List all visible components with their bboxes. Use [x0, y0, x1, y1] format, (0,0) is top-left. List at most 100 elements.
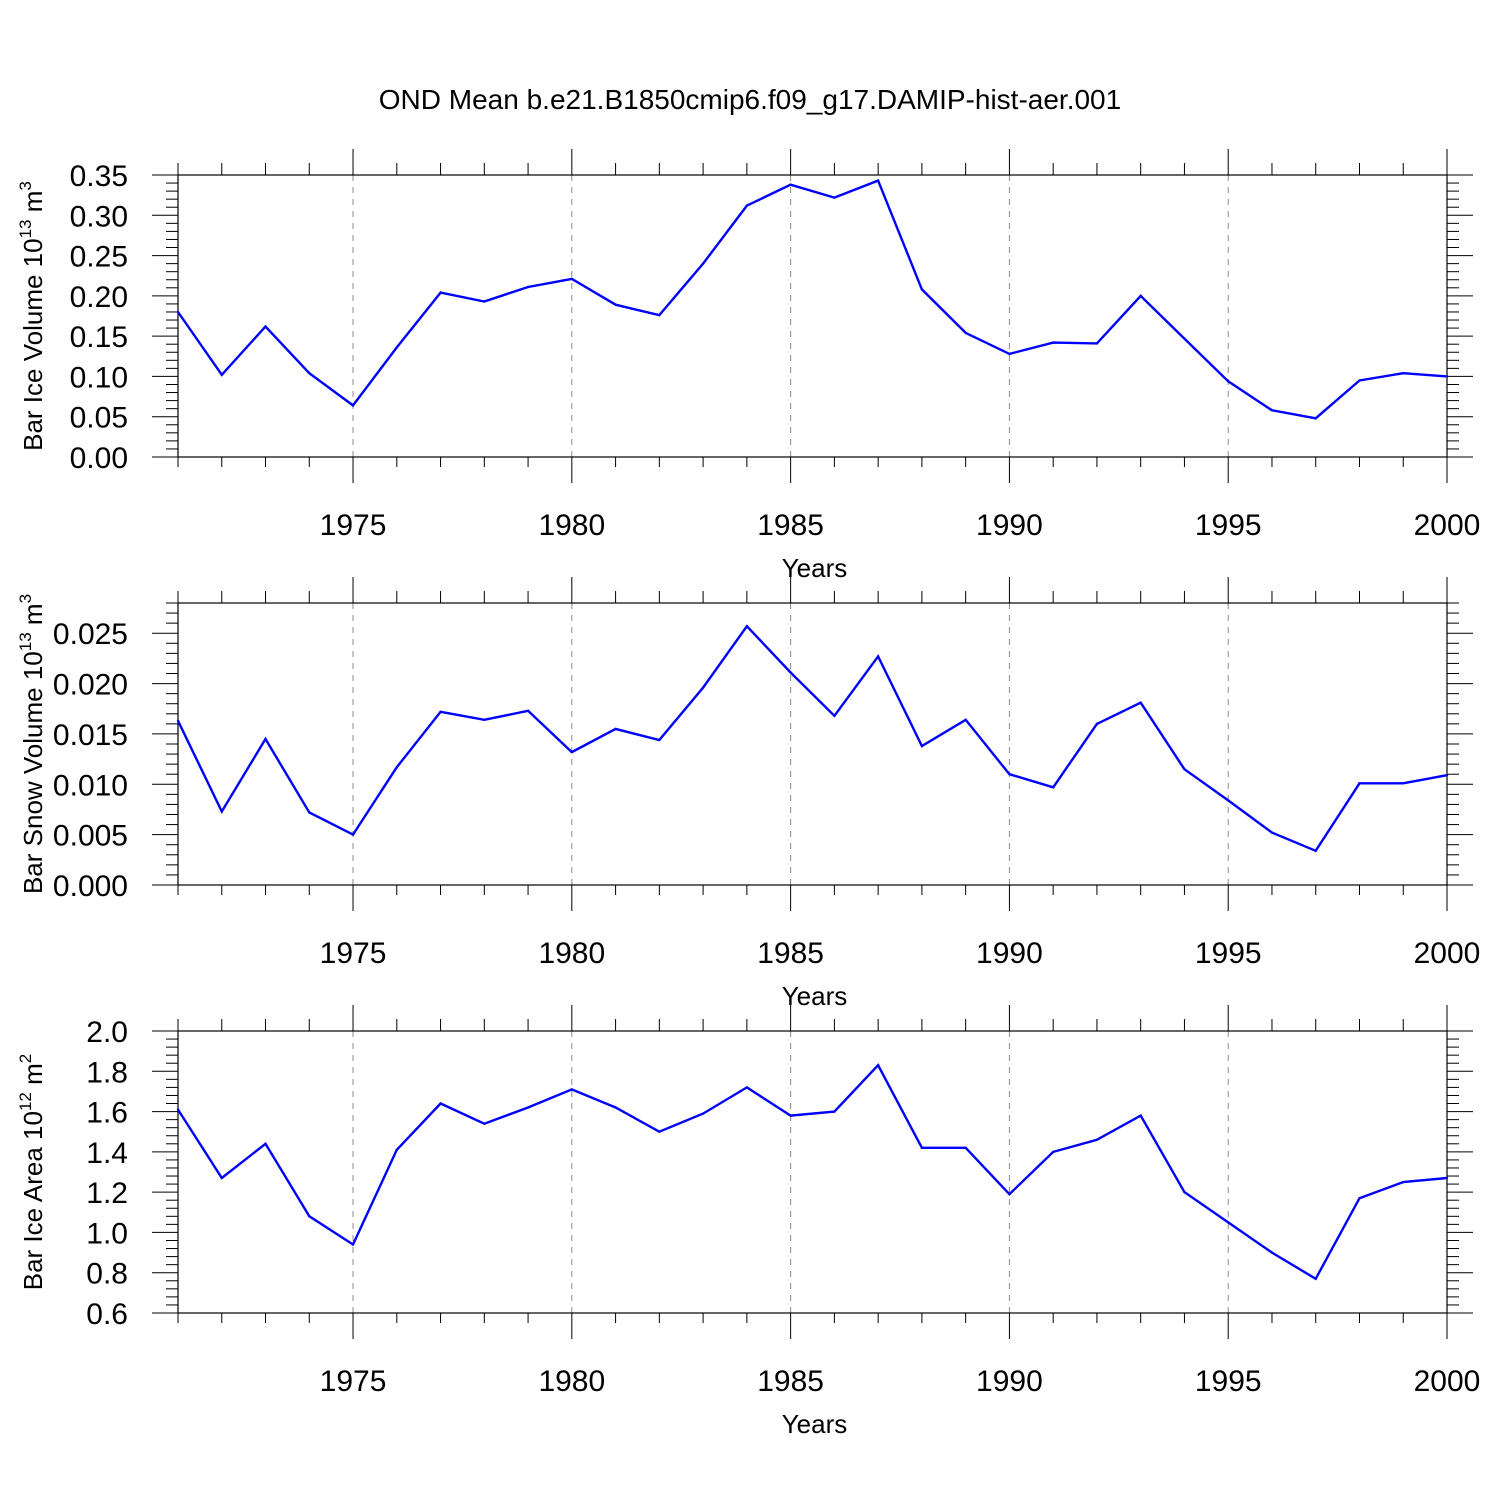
panel-bar-ice-volume: 0.00 0.05 0.10 0.15 0.20 0.25 0.30 0.35 1975 1980…: [16, 149, 1480, 583]
plot-frame: [177, 602, 1448, 886]
data-point: [745, 204, 749, 207]
data-point: [1402, 782, 1405, 785]
y-tick-label: 0.005: [53, 820, 128, 853]
data-point: [1314, 849, 1317, 852]
y-tick-label: 0.00: [70, 442, 128, 475]
data-point: [701, 1112, 705, 1115]
data-point: [1008, 352, 1011, 356]
x-tick-label: 1995: [1195, 509, 1262, 542]
data-point: [1227, 1221, 1230, 1224]
x-axis-label: Years: [782, 981, 848, 1011]
data-point: [483, 718, 486, 722]
y-tick-label: 2.0: [86, 1016, 128, 1049]
data-point: [439, 1102, 442, 1105]
y-tick-label: 0.30: [70, 200, 128, 233]
data-point: [176, 719, 180, 723]
data-point: [176, 1108, 180, 1111]
data-point: [1139, 1114, 1142, 1117]
x-axis-label: Years: [782, 553, 848, 583]
y-tick-label: 0.000: [53, 870, 128, 903]
data-point: [264, 325, 267, 328]
data-point: [1358, 379, 1361, 382]
y-tick-label: 1.4: [86, 1137, 128, 1170]
data-point: [920, 744, 924, 748]
y-tick-label: 1.0: [86, 1217, 128, 1250]
data-point: [395, 765, 398, 769]
x-tick-label: 1985: [757, 509, 824, 542]
x-tick-label: 1985: [757, 937, 824, 970]
data-point: [964, 718, 967, 722]
data-point: [439, 291, 442, 294]
x-tick-label: 1985: [757, 1365, 824, 1398]
x-tick-label: 1975: [320, 1365, 387, 1398]
y-tick-label: 1.6: [86, 1097, 128, 1130]
data-point: [1051, 786, 1055, 789]
data-point: [526, 709, 530, 712]
data-point: [1358, 1196, 1361, 1200]
data-point: [1270, 1251, 1274, 1254]
data-point: [308, 372, 311, 375]
data-point: [1183, 1190, 1186, 1194]
data-point: [220, 373, 223, 377]
data-point: [220, 810, 223, 813]
data-point: [1314, 417, 1317, 420]
y-axis-label: Bar Ice Volume 1013 m3: [16, 181, 48, 451]
data-point: [395, 1148, 398, 1152]
panel-bar-snow-volume: 0.000 0.005 0.010 0.015 0.020 0.025 1975 1980 19…: [16, 577, 1480, 1011]
plot-frame: [177, 174, 1448, 458]
y-tick-label: 0.015: [53, 719, 128, 752]
data-point: [570, 750, 574, 754]
x-tick-label: 2000: [1414, 1365, 1481, 1398]
data-point: [351, 404, 355, 407]
data-point: [964, 1146, 967, 1150]
data-point: [395, 346, 398, 349]
data-point: [264, 737, 267, 741]
x-tick-label: 1980: [538, 509, 605, 542]
series-line: [176, 1063, 1448, 1281]
data-point: [1095, 342, 1099, 345]
data-point: [920, 1146, 924, 1150]
data-point: [1445, 1176, 1449, 1180]
data-point: [351, 833, 355, 836]
series-line: [177, 179, 1448, 420]
data-point: [1095, 1138, 1099, 1141]
data-point: [833, 714, 836, 717]
data-point: [483, 1122, 486, 1125]
y-tick-label: 0.25: [70, 241, 128, 274]
data-point: [1402, 1180, 1405, 1184]
data-point: [658, 313, 661, 317]
data-point: [351, 1243, 355, 1246]
x-tick-label: 1990: [976, 509, 1043, 542]
data-point: [1358, 782, 1361, 785]
plot-frame: [177, 1030, 1448, 1314]
y-tick-label: 0.20: [70, 281, 128, 314]
data-point: [220, 1176, 223, 1180]
data-point: [876, 655, 880, 658]
data-point: [964, 331, 967, 335]
data-point: [308, 811, 311, 814]
y-tick-label: 0.6: [86, 1298, 128, 1331]
y-tick-label: 1.2: [86, 1177, 128, 1210]
data-point: [701, 262, 705, 265]
x-tick-label: 1995: [1195, 1365, 1262, 1398]
data-point: [1227, 380, 1230, 383]
figure-title: OND Mean b.e21.B1850cmip6.f09_g17.DAMIP-…: [378, 84, 1122, 115]
data-point: [1314, 1277, 1317, 1280]
x-tick-label: 1975: [320, 509, 387, 542]
data-point: [614, 727, 617, 731]
y-tick-label: 0.020: [53, 669, 128, 702]
y-tick-label: 0.8: [86, 1258, 128, 1291]
y-tick-label: 0.10: [70, 361, 128, 394]
data-point: [1095, 722, 1099, 726]
x-tick-label: 1995: [1195, 937, 1262, 970]
data-point: [483, 300, 486, 303]
data-point: [745, 1086, 749, 1089]
data-point: [1051, 341, 1055, 344]
data-point: [658, 738, 661, 742]
data-point: [570, 1088, 574, 1091]
data-point: [526, 1106, 530, 1109]
x-tick-label: 1980: [538, 1365, 605, 1398]
data-point: [789, 1114, 792, 1117]
